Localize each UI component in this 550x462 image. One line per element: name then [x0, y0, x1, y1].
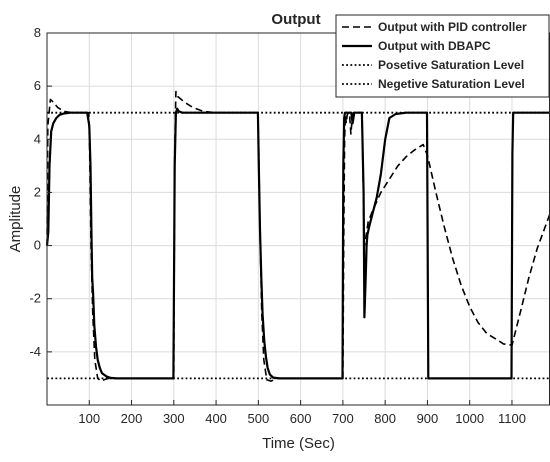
legend-label-4: Negetive Saturation Level	[378, 77, 525, 91]
x-tick-label: 200	[121, 411, 143, 426]
x-tick-label: 900	[417, 411, 439, 426]
x-axis-title: Time (Sec)	[262, 435, 335, 452]
legend-label-3: Posetive Saturation Level	[378, 58, 524, 72]
y-tick-label: 2	[34, 184, 41, 199]
x-tick-label: 700	[332, 411, 354, 426]
y-tick-label: 0	[34, 238, 41, 253]
x-tick-labels: 100 200 300 400 500 600 700 800 900 1000 1100	[78, 411, 526, 426]
legend: Output with PID controller Output with DB…	[335, 14, 550, 98]
series-line-2	[45, 107, 550, 380]
tick-marks	[47, 32, 513, 405]
x-tick-label: 600	[290, 411, 312, 426]
y-tick-labels: -4 -2 0 2 4 6 8	[29, 25, 41, 359]
series-lines	[45, 90, 550, 382]
x-tick-label: 100	[78, 411, 100, 426]
series-line-1	[46, 90, 550, 382]
x-tick-label: 400	[205, 411, 227, 426]
legend-label-2: Output with DBAPC	[378, 39, 491, 53]
x-tick-label: 300	[163, 411, 185, 426]
legend-label-1: Output with PID controller	[378, 20, 527, 34]
x-tick-label: 1100	[498, 411, 526, 426]
y-tick-label: -4	[29, 344, 41, 359]
y-tick-label: 4	[34, 131, 41, 146]
x-tick-label: 1000	[455, 411, 484, 426]
y-axis-title: Amplitude	[7, 186, 24, 253]
y-tick-label: -2	[29, 291, 41, 306]
y-tick-label: 8	[34, 25, 41, 40]
x-tick-label: 800	[374, 411, 396, 426]
x-tick-label: 500	[247, 411, 269, 426]
chart-title: Output	[271, 11, 320, 28]
y-tick-label: 6	[34, 78, 41, 93]
